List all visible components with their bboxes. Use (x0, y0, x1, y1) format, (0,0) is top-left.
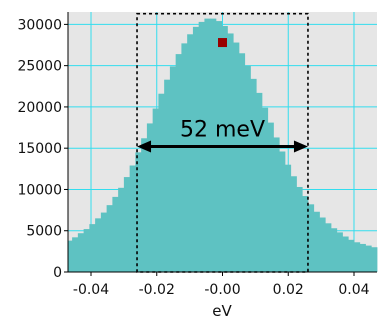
histogram-bar (152, 108, 159, 272)
histogram-bar (238, 53, 246, 273)
histogram-bar (348, 239, 355, 272)
histogram-bar (290, 176, 297, 272)
histogram-bar (313, 211, 320, 272)
histogram-bar (192, 26, 200, 272)
histogram-bar (100, 212, 108, 272)
x-tick-label: 0.02 (273, 282, 304, 298)
fwhm-arrow (137, 140, 308, 153)
x-tick-label: -0.00 (204, 282, 240, 298)
histogram-bar (296, 186, 303, 272)
histogram-bar (233, 42, 240, 272)
histogram-bar (129, 165, 136, 272)
histogram-bar (330, 228, 338, 272)
histogram-bar (181, 43, 188, 272)
histogram-bar (250, 78, 257, 272)
histogram-bar (371, 247, 378, 272)
histogram-bar (353, 242, 361, 272)
y-tick-label: 25000 (17, 59, 62, 75)
histogram-bar (261, 107, 269, 272)
histogram-bar (256, 92, 263, 272)
histogram-bar (77, 233, 85, 272)
fwhm-annotation: 52 meV (180, 118, 265, 143)
histogram-bar (83, 229, 90, 272)
histogram-bar (267, 122, 274, 272)
histogram-bar (342, 236, 349, 272)
histogram-bar (158, 93, 165, 272)
histogram-bar (365, 245, 372, 272)
y-tick-label: 20000 (17, 100, 62, 116)
histogram-bar (325, 223, 332, 272)
histogram-bar (112, 196, 119, 272)
histogram-bar (106, 205, 113, 272)
histogram-bar (68, 240, 73, 272)
histogram-bar (336, 232, 343, 272)
histogram-bar (227, 33, 234, 273)
histogram-bar (146, 123, 154, 272)
x-tick-label: 0.04 (338, 282, 369, 298)
histogram-bar (279, 151, 286, 272)
histogram-bar (187, 34, 194, 273)
histogram-bar (359, 243, 366, 272)
histogram-bar (123, 177, 131, 272)
y-axis-ticks: 0 5000 10000 15000 20000 25000 30000 (17, 17, 68, 281)
y-tick-label: 0 (53, 265, 62, 281)
histogram-bar (273, 137, 280, 272)
histogram-bar (89, 224, 96, 272)
arrow-head-right (293, 140, 308, 153)
histogram-bar (307, 204, 315, 272)
y-tick-label: 5000 (26, 224, 62, 240)
histogram-bar (244, 65, 251, 273)
y-tick-label: 30000 (17, 17, 62, 33)
arrow-head-left (137, 140, 152, 153)
histogram-bar (169, 66, 177, 272)
histogram-bar (302, 196, 309, 272)
histogram-bar (141, 138, 148, 272)
y-tick-label: 10000 (17, 182, 62, 198)
histogram-bar (72, 237, 79, 272)
histogram-bar (95, 218, 102, 272)
peak-marker (218, 38, 227, 48)
fwhm-box (136, 12, 309, 273)
histogram-bar (164, 79, 171, 272)
histogram-bar (319, 217, 326, 272)
x-axis-title: eV (212, 302, 232, 320)
histogram-bar (118, 187, 125, 272)
histogram-bar (135, 152, 142, 272)
histogram-bar (284, 164, 292, 272)
x-tick-label: -0.02 (139, 282, 175, 298)
histogram-bar (221, 26, 228, 273)
y-tick-label: 15000 (17, 141, 62, 157)
x-tick-label: -0.04 (73, 282, 109, 298)
x-axis-ticks: -0.04 -0.02 -0.00 0.02 0.04 (73, 272, 370, 298)
histogram-bar (175, 54, 182, 272)
